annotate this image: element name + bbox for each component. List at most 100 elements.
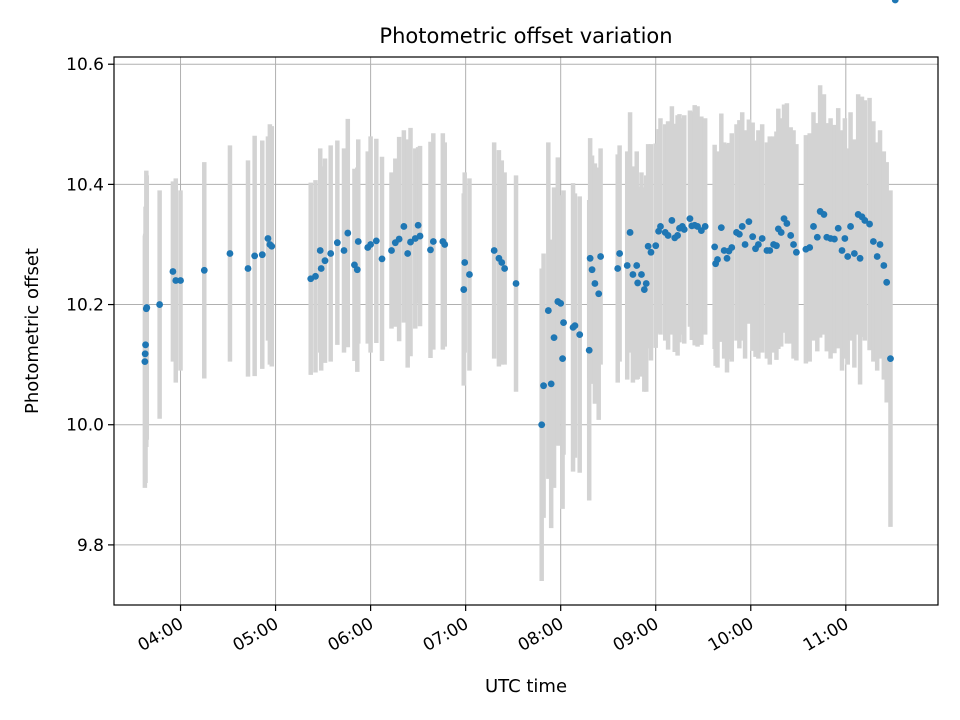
data-point [576,331,584,339]
data-point [258,251,266,259]
data-point [738,223,746,230]
data-point [550,334,558,342]
y-tick-label: 9.8 [77,536,104,556]
data-point [831,235,838,243]
data-point [461,259,469,266]
data-point [741,241,749,248]
data-point [873,253,881,260]
data-point [861,217,869,224]
y-axis-ticks: 9.8 10.0 10.2 10.4 10.6 [66,55,114,556]
data-point [344,229,352,237]
data-point [547,380,555,388]
data-point [668,217,676,224]
data-point [680,226,688,233]
data-point [595,290,603,298]
data-point [498,259,506,266]
y-tick-label: 10.6 [66,55,104,75]
y-axis-label: Photometric offset [22,248,43,414]
data-point [416,232,424,240]
data-point [388,247,395,254]
data-point [783,220,791,227]
data-point [226,250,234,257]
data-point [856,254,864,262]
data-point [597,253,605,260]
data-point [847,223,854,230]
data-point [813,233,821,241]
data-point [850,250,858,257]
data-point [559,355,566,363]
data-point [758,235,766,242]
data-point [141,358,149,366]
data-point [244,265,252,272]
data-point [777,229,785,236]
data-point [501,265,509,272]
data-point [664,232,672,239]
data-point [586,254,594,262]
data-points [141,0,899,429]
data-point [647,248,655,256]
data-point [490,247,498,254]
data-point [841,235,849,242]
data-point [353,266,361,274]
data-point [701,223,709,230]
data-point [792,248,800,256]
data-point [156,301,164,308]
data-point [626,229,634,236]
data-point [321,257,329,265]
data-point [544,307,552,314]
data-point [177,277,184,284]
y-tick-label: 10.2 [66,296,104,316]
data-point [623,262,631,269]
data-point [414,221,422,229]
data-point [466,271,473,278]
data-point [538,421,546,429]
data-point [264,235,272,242]
data-point [460,286,468,293]
data-point [869,238,877,245]
data-point [834,224,842,232]
data-point [638,271,645,278]
data-point [400,223,408,230]
chart-title: Photometric offset variation [379,24,672,48]
data-point [395,235,403,243]
data-point [644,242,652,250]
plot-frame [113,56,939,606]
data-point [354,238,362,245]
data-point [891,0,899,4]
data-point [378,255,386,263]
data-point [711,243,719,251]
data-point [317,265,325,272]
data-point [787,232,795,239]
data-point [766,247,774,254]
data-point [591,280,599,287]
data-point [172,277,180,284]
data-point [367,241,375,248]
data-point [540,382,547,390]
data-point [754,241,762,248]
data-point [268,242,276,250]
data-point [316,247,324,254]
data-point [887,355,894,363]
x-axis-label: UTC time [485,676,567,697]
data-point [773,242,780,250]
data-point [674,232,681,239]
data-point [340,247,348,254]
data-point [633,262,641,269]
data-point [585,346,593,354]
data-point [142,341,149,349]
data-point [810,223,817,230]
data-point [614,265,622,272]
data-point [686,215,694,223]
data-point [866,220,873,228]
data-point [141,350,149,358]
data-point [588,266,596,274]
data-point [169,268,177,275]
data-point [512,280,520,287]
data-point [844,253,852,260]
data-point [838,247,846,254]
y-tick-label: 10.4 [66,175,104,195]
data-point [642,280,650,287]
data-point [640,286,648,293]
data-point [749,233,757,241]
